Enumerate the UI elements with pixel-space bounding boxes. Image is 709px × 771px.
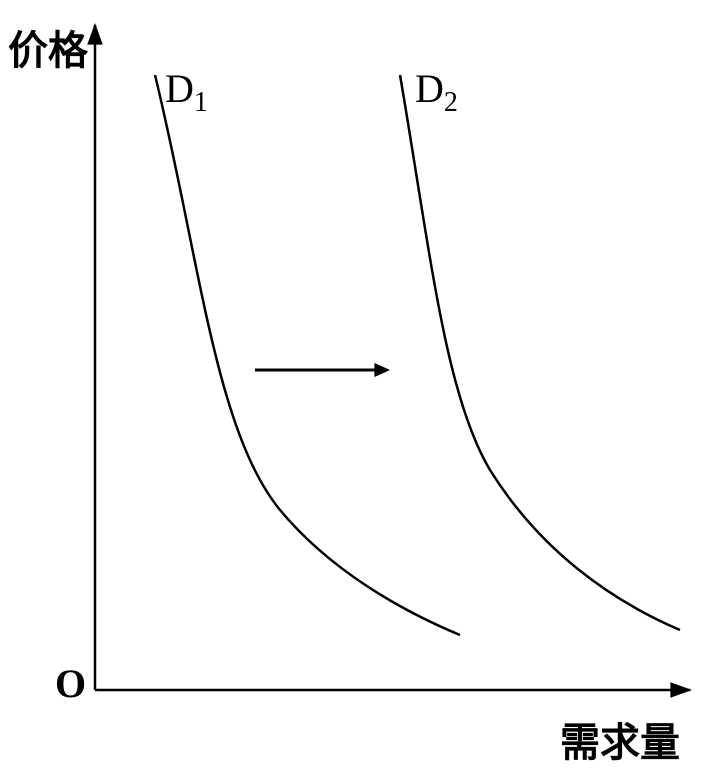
demand-curve-chart: 价格 需求量 O D1 D2 xyxy=(0,0,709,771)
origin-label: O xyxy=(55,660,86,707)
curve-d1-label: D1 xyxy=(165,65,208,119)
y-axis-label: 价格 xyxy=(8,18,88,76)
curve-d2-label: D2 xyxy=(415,65,458,119)
x-axis-label: 需求量 xyxy=(560,710,680,768)
chart-svg xyxy=(0,0,709,771)
